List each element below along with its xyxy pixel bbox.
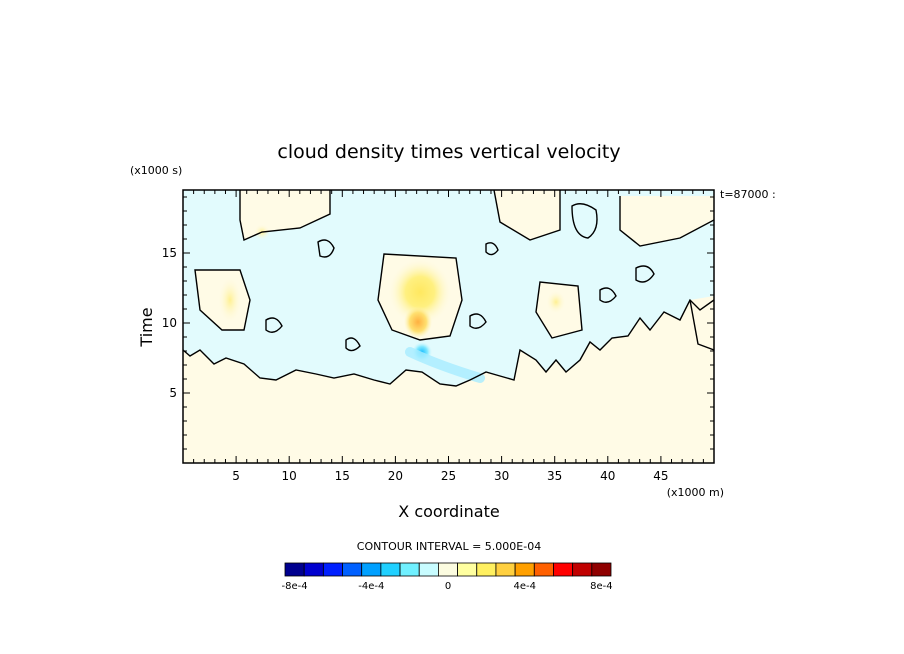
x-tick-label: 10: [282, 469, 297, 483]
plot-field: [183, 190, 714, 463]
colorbar-swatch: [399, 562, 420, 577]
x-tick-label: 15: [335, 469, 350, 483]
x-axis-label: X coordinate: [398, 502, 499, 521]
negative-streak: [405, 347, 485, 383]
colorbar-swatch: [476, 562, 497, 577]
x-tick-labels: 5 10 15 20 25 30 35 40 45: [232, 469, 668, 483]
x-tick-label: 35: [547, 469, 562, 483]
colorbar-swatch: [342, 562, 363, 577]
colorbar-labels: -8e-4 -4e-4 0 4e-4 8e-4: [282, 581, 613, 592]
y-units-label: (x1000 s): [130, 164, 182, 177]
minor-ticks: [183, 190, 714, 463]
colorbar-swatch: [553, 562, 574, 577]
clear-hole-7: [690, 296, 714, 350]
colorbar-swatch: [591, 562, 612, 577]
contour-interval-label: CONTOUR INTERVAL = 5.000E-04: [357, 540, 541, 553]
clear-hole-3: [620, 196, 714, 246]
colorbar-swatch: [457, 562, 478, 577]
colorbar-tick-label: -8e-4: [282, 581, 308, 592]
colorbar-swatch: [495, 562, 516, 577]
colorbar-swatch: [322, 562, 343, 577]
y-tick-label: 5: [169, 386, 177, 400]
x-tick-label: 25: [441, 469, 456, 483]
colorbar-swatch: [284, 562, 305, 577]
positive-side-blob-2: [546, 290, 566, 314]
colorbar-swatch: [533, 562, 554, 577]
colorbar-tick-label: -4e-4: [358, 581, 384, 592]
y-axis-label: Time: [137, 307, 156, 347]
y-tick-labels: 5 10 15: [162, 246, 177, 400]
colorbar-swatch: [514, 562, 535, 577]
colorbar-tick-label: 8e-4: [590, 581, 613, 592]
x-tick-label: 40: [600, 469, 615, 483]
colorbar-swatch: [572, 562, 593, 577]
x-tick-label: 20: [388, 469, 403, 483]
x-units-label: (x1000 m): [667, 486, 724, 499]
x-tick-label: 30: [494, 469, 509, 483]
positive-max-blob: [404, 306, 432, 338]
x-tick-label: 45: [653, 469, 668, 483]
contour-lines: [183, 190, 714, 387]
y-tick-label: 10: [162, 316, 177, 330]
colorbar-swatch: [438, 562, 458, 577]
colorbar-swatch: [418, 562, 439, 577]
y-tick-label: 15: [162, 246, 177, 260]
colorbar-swatch: [361, 562, 382, 577]
time-stamp: t=87000 :: [720, 188, 776, 201]
chart-title: cloud density times vertical velocity: [277, 141, 620, 163]
positive-side-blob-1: [218, 276, 242, 324]
colorbar-swatch: [303, 562, 324, 577]
x-tick-label: 5: [232, 469, 240, 483]
positive-core-blob: [388, 258, 452, 326]
colorbar: [284, 562, 612, 577]
colorbar-tick-label: 4e-4: [513, 581, 536, 592]
colorbar-swatch: [380, 562, 401, 577]
colorbar-tick-label: 0: [445, 581, 451, 592]
